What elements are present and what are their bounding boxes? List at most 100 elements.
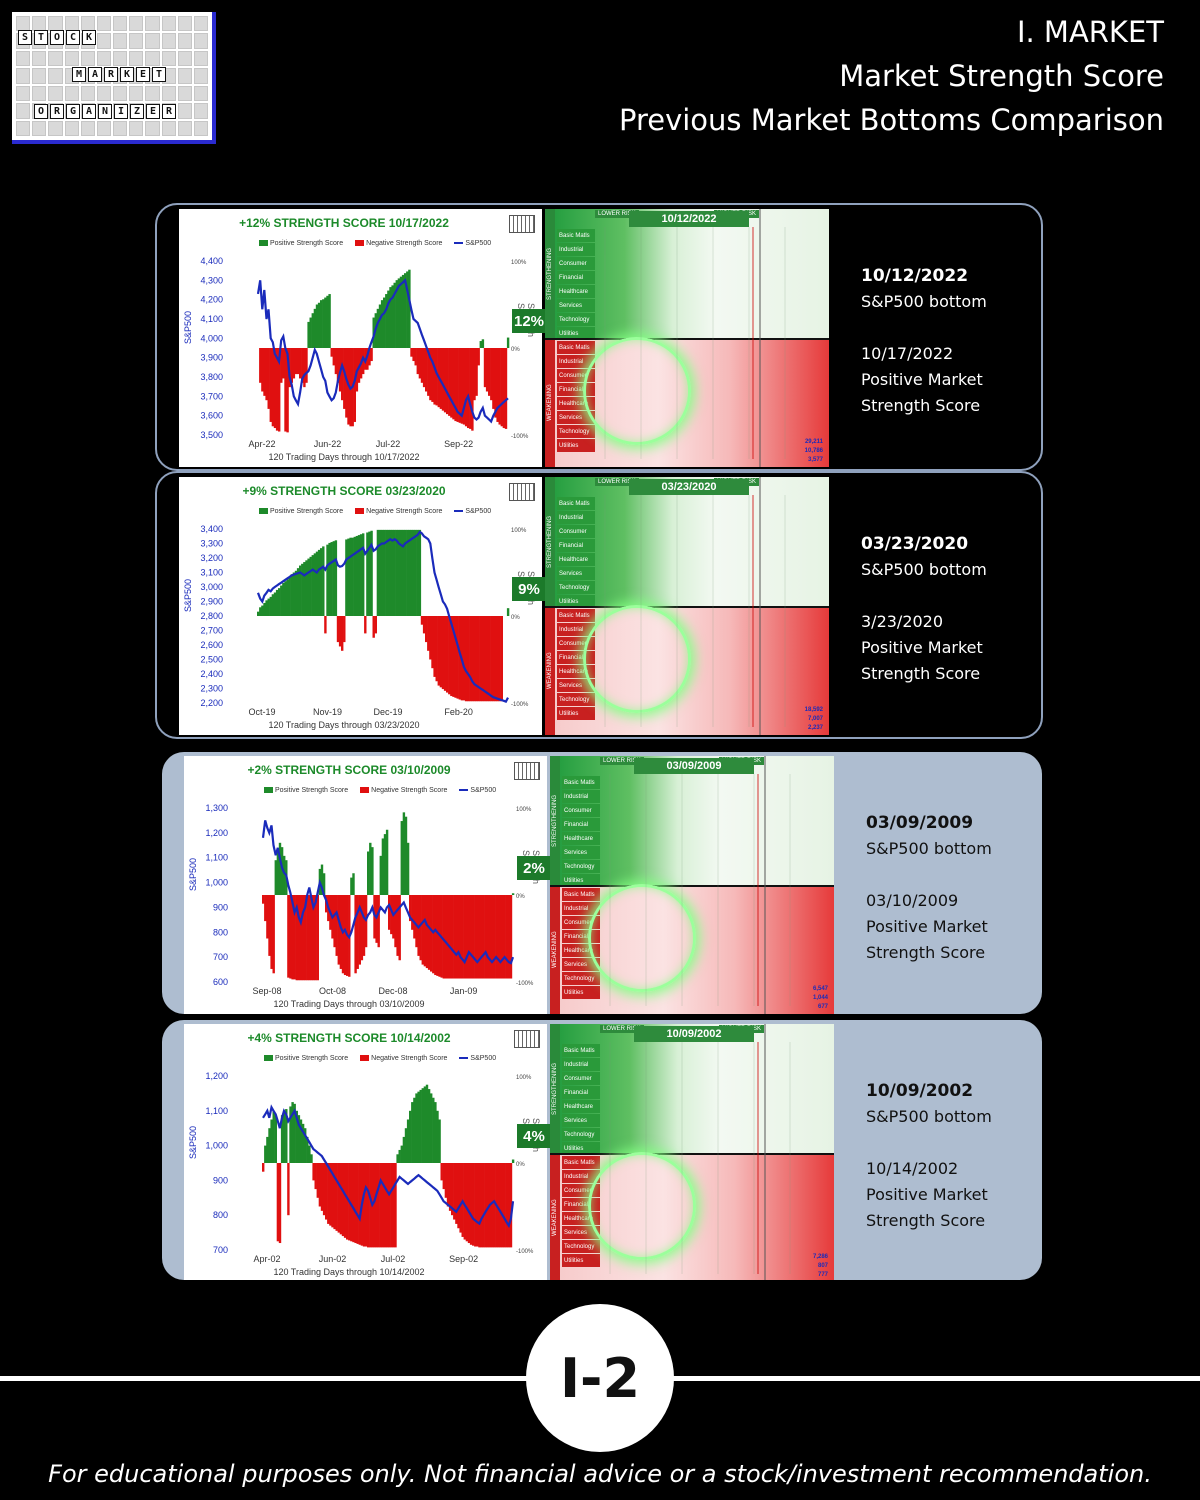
negative-score-bar	[484, 895, 487, 979]
bottom-highlight-circle	[588, 884, 696, 992]
negative-score-bar	[446, 348, 449, 415]
negative-score-bar	[338, 616, 342, 647]
positive-score-bar	[385, 829, 389, 895]
comparison-panel: 2,200 2,300 2,400 2,500 2,600 2,700 2,800 2,900…	[155, 471, 1043, 739]
negative-score-bar	[333, 895, 336, 948]
sector-label: Technology	[557, 313, 595, 326]
y-tick-label: 3,600	[200, 411, 223, 421]
x-tick-label: Oct-08	[319, 986, 346, 996]
negative-score-bar	[446, 616, 449, 693]
positive-score-bar	[313, 553, 317, 616]
negative-score-bar	[494, 616, 497, 702]
positive-score-bar	[301, 563, 304, 616]
grid-icon	[514, 762, 540, 780]
positive-score-bar	[506, 608, 510, 616]
y-tick-label: 2,700	[200, 626, 223, 636]
negative-score-bar	[496, 348, 499, 422]
positive-score-bar	[330, 542, 333, 616]
y-tick-label: 1,000	[205, 878, 228, 888]
negative-score-bar	[295, 895, 298, 981]
x-tick-label: Apr-22	[249, 439, 276, 449]
negative-score-bar	[486, 895, 490, 979]
legend-positive: Positive Strength Score	[259, 240, 343, 247]
negative-score-bar	[504, 348, 508, 429]
positive-score-bar	[359, 534, 363, 616]
negative-score-bar	[333, 1163, 336, 1230]
negative-score-bar	[448, 616, 451, 695]
positive-score-bar	[432, 1097, 435, 1163]
positive-score-bar	[309, 556, 312, 616]
negative-score-bar	[330, 348, 333, 357]
positive-score-bar	[383, 834, 387, 895]
positive-score-bar	[410, 529, 413, 616]
positive-score-bar	[293, 1103, 296, 1163]
negative-score-bar	[472, 1163, 475, 1246]
positive-score-bar	[380, 529, 384, 616]
y-tick-label: 4,400	[200, 256, 223, 266]
positive-score-bar	[307, 558, 310, 616]
negative-score-bar	[314, 1163, 317, 1190]
positive-score-bar	[322, 299, 325, 348]
negative-score-bar	[343, 348, 346, 409]
negative-score-bar	[456, 348, 459, 422]
score-tick-label: 0%	[511, 615, 520, 621]
negative-score-bar	[264, 895, 267, 922]
logo-letter: C	[66, 30, 80, 45]
negative-score-bar	[497, 1163, 500, 1248]
positive-score-bar	[283, 1110, 286, 1163]
negative-score-bar	[420, 348, 424, 383]
negative-score-bar	[289, 895, 292, 979]
chart-svg: 3,500 3,600 3,700 3,800 3,900 4,000 4,100 4,200…	[200, 256, 529, 449]
x-tick-label: Sep-02	[449, 1254, 478, 1264]
positive-score-bar	[511, 1159, 515, 1163]
score-tick-label: 100%	[511, 260, 527, 266]
negative-score-bar	[419, 895, 422, 961]
positive-score-bar	[324, 297, 327, 348]
negative-score-bar	[316, 895, 319, 981]
negative-score-bar	[467, 1163, 471, 1244]
comparison-panel: 600 700 800 900 1,000 1,100 1,200 1,300 100% 0% -1…	[162, 752, 1042, 1014]
negative-score-bar	[475, 616, 478, 702]
positive-score-bar	[362, 533, 365, 616]
negative-score-bar	[442, 895, 445, 979]
positive-score-bar	[267, 598, 270, 616]
negative-score-bar	[450, 348, 453, 418]
positive-score-bar	[347, 538, 350, 616]
negative-score-bar	[377, 895, 380, 948]
sector-label: Basic Matls	[562, 888, 600, 901]
sector-label: Services	[562, 958, 600, 971]
negative-score-bar	[308, 895, 311, 981]
legend-negative: Negative Strength Score	[360, 787, 447, 794]
negative-score-bar	[367, 1163, 370, 1248]
legend-positive: Positive Strength Score	[264, 1055, 348, 1062]
positive-score-bar	[309, 317, 312, 348]
positive-score-bar	[320, 864, 324, 895]
negative-score-bar	[310, 895, 313, 981]
positive-score-bar	[379, 855, 382, 895]
sector-label: Services	[562, 846, 600, 859]
negative-score-bar	[477, 616, 480, 702]
negative-score-bar	[482, 895, 485, 979]
sector-label: Services	[557, 567, 595, 580]
positive-score-bar	[401, 274, 405, 348]
negative-score-bar	[375, 1163, 378, 1248]
negative-score-bar	[286, 348, 289, 433]
negative-score-bar	[477, 348, 480, 366]
positive-score-bar	[266, 1136, 269, 1163]
negative-score-bar	[496, 616, 499, 702]
negative-score-bar	[267, 348, 270, 409]
negative-score-bar	[278, 1163, 282, 1244]
negative-score-bar	[474, 895, 477, 979]
negative-score-bar	[467, 895, 471, 979]
negative-score-bar	[455, 1163, 458, 1224]
y-axis-label: S&P500	[183, 578, 193, 612]
sector-label: Technology	[562, 1240, 600, 1253]
positive-score-bar	[306, 1136, 309, 1163]
y-tick-label: 3,300	[200, 539, 223, 549]
legend-sp500: S&P500	[454, 508, 491, 515]
score-text-1: Positive Market	[866, 1185, 988, 1204]
positive-score-bar	[399, 529, 403, 616]
positive-score-bar	[317, 549, 321, 616]
logo-letter: E	[146, 104, 160, 119]
positive-score-bar	[283, 855, 286, 895]
